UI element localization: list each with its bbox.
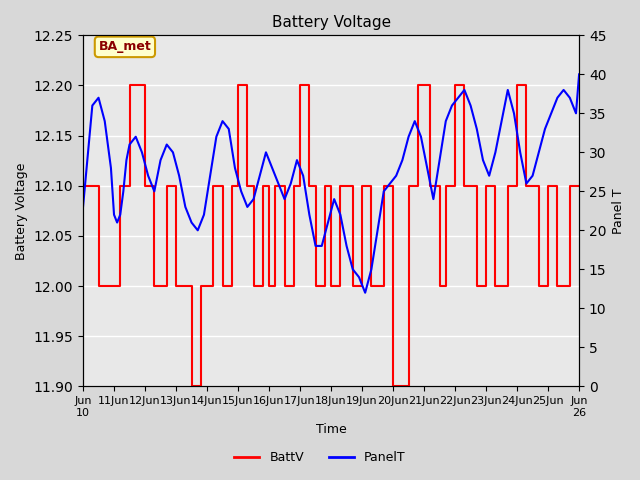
Title: Battery Voltage: Battery Voltage <box>271 15 390 30</box>
X-axis label: Time: Time <box>316 423 346 436</box>
Y-axis label: Battery Voltage: Battery Voltage <box>15 162 28 260</box>
Y-axis label: Panel T: Panel T <box>612 188 625 234</box>
Text: BA_met: BA_met <box>99 40 151 53</box>
Legend: BattV, PanelT: BattV, PanelT <box>229 446 411 469</box>
